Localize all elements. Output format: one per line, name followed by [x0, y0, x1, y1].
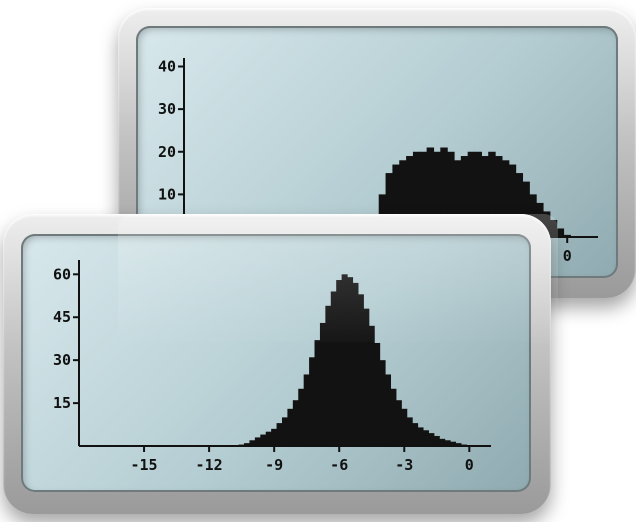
histogram-bar: [515, 173, 524, 237]
histogram-bar: [309, 357, 316, 446]
histogram-bar: [385, 173, 394, 237]
histogram-bar: [390, 388, 397, 446]
histogram-bar: [488, 151, 496, 237]
y-tick-label: 40: [158, 58, 176, 76]
histogram-bar: [260, 434, 267, 446]
y-tick-label: 30: [53, 351, 71, 369]
front-display-device: 15 30 45 60 -15 -12 -9 -6 -3 0: [3, 214, 551, 514]
histogram-bar: [440, 147, 448, 237]
x-tick-label: -9: [265, 456, 283, 474]
histogram-bar: [271, 428, 278, 446]
histogram-bar: [444, 440, 451, 446]
front-histogram-chart: 15 30 45 60 -15 -12 -9 -6 -3 0: [53, 260, 491, 474]
histogram-bar: [395, 400, 402, 446]
histogram-bar: [384, 374, 392, 446]
histogram-bar: [325, 305, 332, 446]
histogram-bar: [422, 430, 429, 446]
histogram-bar: [406, 417, 413, 446]
histogram-bar: [447, 151, 455, 237]
histogram-bar: [341, 274, 348, 446]
histogram-bar: [426, 147, 435, 237]
histogram-bar: [276, 423, 283, 446]
histogram-bar: [368, 325, 375, 446]
back-lcd-screen: 10 20 30 40 0: [136, 26, 618, 278]
histogram-bar: [412, 151, 421, 237]
x-tick-label: 0: [465, 456, 474, 474]
histogram-bar: [249, 440, 256, 446]
histogram-bar: [412, 423, 419, 446]
histogram-bar: [357, 294, 364, 446]
histogram-bar: [401, 408, 408, 446]
histogram-bar: [549, 219, 558, 237]
histogram-bar: [265, 431, 272, 446]
histogram-bar: [455, 443, 462, 446]
x-tick-label: -6: [330, 456, 348, 474]
histogram-bar: [336, 280, 343, 446]
x-tick-label: -3: [395, 456, 413, 474]
y-tick-label: 60: [53, 265, 71, 283]
histogram-bar: [417, 427, 424, 446]
histogram-bar: [522, 181, 530, 237]
x-tick-label: -15: [131, 456, 158, 474]
histogram-bar: [392, 164, 400, 237]
histogram-bar: [374, 342, 381, 446]
y-tick-label: 45: [53, 308, 71, 326]
histogram-bar: [439, 438, 446, 446]
histogram-bar: [399, 160, 407, 237]
histogram-bar: [244, 443, 251, 446]
front-lcd-screen: 15 30 45 60 -15 -12 -9 -6 -3 0: [21, 234, 531, 492]
histogram-bar: [363, 308, 370, 446]
histogram-bar: [508, 164, 517, 237]
histogram-bar: [453, 160, 462, 237]
histogram-bar: [428, 433, 435, 446]
histogram-bar: [481, 156, 489, 237]
histogram-bar: [433, 435, 440, 446]
histogram-bar: [352, 282, 359, 446]
histogram-bar: [450, 441, 457, 446]
histogram-bar: [563, 234, 571, 237]
y-tick-label: 10: [158, 185, 176, 203]
histogram-bar: [542, 211, 551, 237]
histogram-bar: [501, 160, 510, 237]
histogram-bar: [433, 151, 441, 237]
histogram-bar: [495, 156, 503, 237]
x-tick-label: -12: [196, 456, 223, 474]
histogram-bar: [347, 277, 354, 446]
histogram-bar: [467, 151, 476, 237]
histogram-bar: [474, 151, 482, 237]
back-histogram-chart: 10 20 30 40 0: [158, 58, 598, 265]
y-tick-label: 15: [53, 394, 71, 412]
histogram-bar: [379, 360, 386, 446]
histogram-bar: [292, 400, 299, 446]
x-tick-label: 0: [563, 247, 572, 265]
histogram-bar: [303, 374, 310, 446]
histogram-bar: [419, 151, 428, 237]
histogram-bar: [287, 408, 294, 446]
histogram-bar: [330, 291, 337, 446]
histogram-bar: [254, 437, 261, 446]
histogram-bar: [298, 388, 305, 446]
y-tick-label: 20: [158, 143, 176, 161]
histogram-bar: [314, 340, 321, 446]
histogram-bar: [460, 156, 469, 237]
histogram-bar: [281, 417, 289, 446]
y-tick-label: 30: [158, 100, 176, 118]
histogram-bar: [556, 228, 565, 237]
histogram-bar: [319, 322, 326, 446]
back-display-device: 10 20 30 40 0: [118, 8, 636, 298]
histogram-bar: [406, 156, 414, 237]
